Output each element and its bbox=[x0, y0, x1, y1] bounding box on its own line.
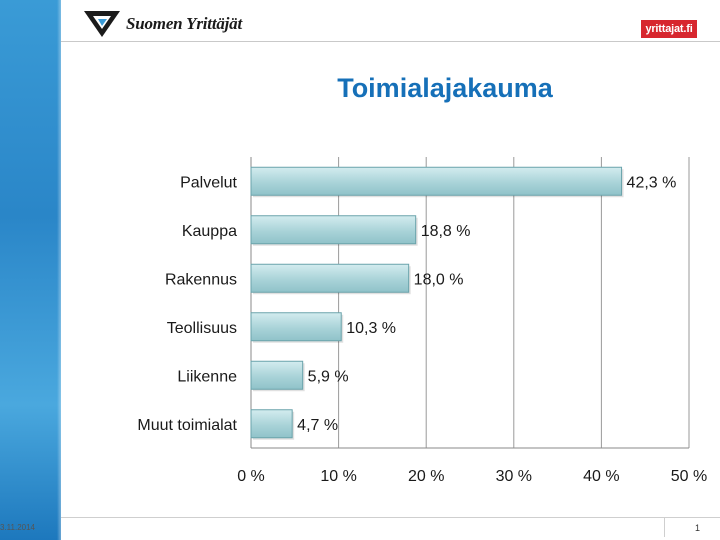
x-tick-label-50: 50 % bbox=[671, 468, 707, 485]
slide-title: Toimialajakauma bbox=[337, 73, 553, 103]
value-label-0: 42,3 % bbox=[627, 174, 677, 191]
category-label-3: Teollisuus bbox=[167, 320, 237, 337]
category-label-2: Rakennus bbox=[165, 271, 237, 288]
chart-gridlines bbox=[250, 157, 690, 449]
value-label-5: 4,7 % bbox=[297, 417, 338, 434]
chart-value-labels: 42,3 % 18,8 % 18,0 % 10,3 % 5,9 % 4,7 % bbox=[297, 174, 676, 434]
suomen-yrittajat-logo: Suomen Yrittäjät bbox=[84, 9, 242, 39]
x-tick-label-20: 20 % bbox=[408, 468, 444, 485]
chart-bars bbox=[250, 166, 624, 440]
bar-4 bbox=[250, 360, 304, 390]
bar-5 bbox=[250, 409, 293, 439]
category-label-4: Liikenne bbox=[177, 368, 237, 385]
bar-3 bbox=[250, 312, 342, 342]
footer-separator bbox=[664, 518, 665, 537]
header-divider bbox=[61, 41, 720, 42]
value-label-2: 18,0 % bbox=[414, 271, 464, 288]
bar-1 bbox=[250, 215, 417, 245]
value-label-3: 10,3 % bbox=[346, 320, 396, 337]
category-label-5: Muut toimialat bbox=[137, 417, 237, 434]
bar-0 bbox=[250, 166, 623, 196]
x-tick-label-40: 40 % bbox=[583, 468, 619, 485]
triangle-logo-icon bbox=[84, 11, 120, 37]
yrittajat-fi-badge[interactable]: yrittajat.fi bbox=[641, 20, 697, 38]
value-label-4: 5,9 % bbox=[308, 368, 349, 385]
value-label-1: 18,8 % bbox=[421, 223, 471, 240]
x-tick-label-30: 30 % bbox=[496, 468, 532, 485]
category-label-0: Palvelut bbox=[180, 174, 237, 191]
chart-x-tick-labels: 0 % 10 % 20 % 30 % 40 % 50 % bbox=[237, 468, 707, 485]
x-tick-label-0: 0 % bbox=[237, 468, 265, 485]
footer-date: 3.11.2014 bbox=[0, 523, 35, 532]
chart-category-labels: Palvelut Kauppa Rakennus Teollisuus Liikenne… bbox=[137, 174, 237, 434]
logo-text: Suomen Yrittäjät bbox=[126, 14, 242, 33]
bar-2 bbox=[250, 263, 410, 293]
footer-divider bbox=[61, 517, 720, 518]
x-tick-label-10: 10 % bbox=[320, 468, 356, 485]
category-label-1: Kauppa bbox=[182, 223, 237, 240]
page-number: 1 bbox=[694, 523, 700, 533]
side-decor-band bbox=[0, 0, 61, 540]
